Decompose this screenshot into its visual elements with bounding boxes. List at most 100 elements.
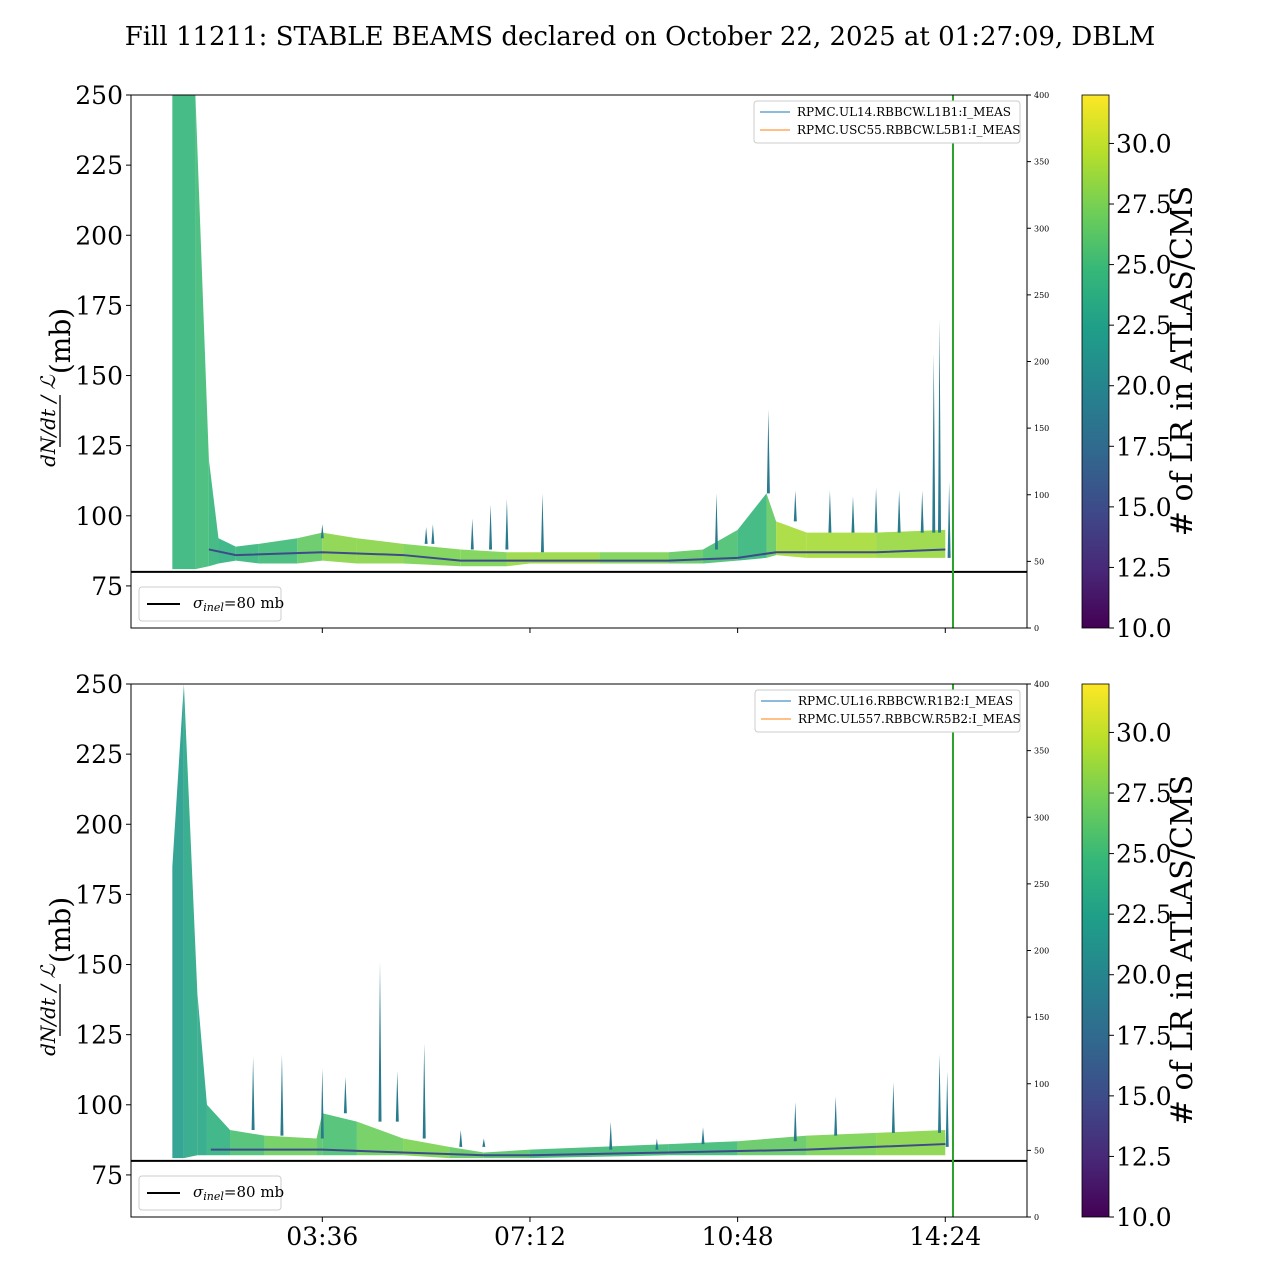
- legend-box: [753, 100, 1021, 144]
- y-tick-label: 250: [75, 81, 123, 110]
- y-tick-label: 100: [75, 1091, 123, 1120]
- y-axis-label-top: dN/dt / ℒ (mb): [36, 308, 77, 467]
- band-segment: [264, 1135, 317, 1156]
- band-segment: [197, 992, 207, 1156]
- y-axis-label-bottom: dN/dt / ℒ (mb): [36, 897, 77, 1056]
- legend-reference-top: σinel=80 mb: [138, 586, 284, 622]
- colorbar-tick-label: 15.0: [1116, 493, 1172, 522]
- colorbar-tick-label: 20.0: [1116, 372, 1172, 401]
- band-segment: [876, 529, 946, 558]
- spike: [793, 1101, 797, 1142]
- figure-title: Fill 11211: STABLE BEAMS declared on Oct…: [125, 22, 1156, 52]
- band-segment: [506, 552, 530, 567]
- band-segment: [322, 532, 357, 564]
- y2-tick-label: 350: [1034, 158, 1049, 167]
- y2-tick-label: 50: [1034, 1146, 1044, 1155]
- y-tick-label: 225: [75, 740, 123, 769]
- spike: [280, 1054, 284, 1136]
- spike: [793, 490, 797, 522]
- y-tick-label: 100: [75, 502, 123, 531]
- legend-currents-top: RPMC.UL14.RBBCW.L1B1:I_MEAS RPMC.USC55.R…: [753, 100, 1021, 144]
- y-label-numerator: dN/dt / ℒ: [36, 375, 60, 467]
- colorbar-tick-label: 12.5: [1116, 553, 1172, 582]
- colorbar-tick-label: 10.0: [1116, 1203, 1172, 1232]
- y-tick-label: 75: [91, 1161, 123, 1190]
- spike: [766, 409, 770, 494]
- colorbar-gradient: [1081, 94, 1110, 629]
- colorbar-tick-label: 15.0: [1116, 1082, 1172, 1111]
- band-segment: [230, 1130, 265, 1156]
- y-label-numerator: dN/dt / ℒ: [36, 964, 60, 1056]
- y2-tick-label: 250: [1034, 880, 1049, 889]
- spike: [320, 524, 324, 539]
- colorbar-ticks-top: 10.0 12.5 15.0 17.5 20.0 22.5 25.0 27.5 30.0: [1109, 129, 1172, 643]
- colorbar-tick-label: 17.5: [1116, 432, 1172, 461]
- spike: [424, 527, 428, 544]
- band-segment: [172, 95, 196, 570]
- y2-axis-top: 0 50 100 150 200 250 300 350 400: [1027, 91, 1049, 633]
- y-label-unit: (mb): [44, 308, 77, 374]
- legend-entry-1: RPMC.UL14.RBBCW.L1B1:I_MEAS: [797, 105, 1011, 119]
- spike: [701, 1127, 705, 1145]
- spike: [251, 1057, 255, 1131]
- spike: [891, 1082, 895, 1133]
- spike: [609, 1121, 613, 1150]
- y2-tick-label: 250: [1034, 291, 1049, 300]
- colorbar-tick-label: 20.0: [1116, 961, 1172, 990]
- band-segment: [356, 538, 404, 564]
- sigma-value: =80 mb: [224, 1183, 284, 1201]
- y2-tick-label: 200: [1034, 947, 1049, 956]
- band-segment: [766, 493, 777, 558]
- band-segment: [403, 1138, 450, 1159]
- y2-tick-label: 400: [1034, 91, 1049, 100]
- panel-top: 75 100 125 150 175 200 225 250 0 50 100 150 200 250 3…: [36, 81, 1200, 643]
- spike: [422, 1043, 426, 1139]
- spike: [947, 482, 951, 558]
- y2-tick-label: 150: [1034, 1013, 1049, 1022]
- band-segment: [460, 549, 507, 567]
- legend-reference-bottom: σinel=80 mb: [138, 1175, 284, 1211]
- band-segment: [529, 1144, 669, 1159]
- band-segment: [183, 684, 198, 1159]
- y2-tick-label: 400: [1034, 680, 1049, 689]
- colorbar-top: 10.0 12.5 15.0 17.5 20.0 22.5 25.0 27.5 30.0 # o…: [1081, 94, 1200, 643]
- x-tick-label: 03:36: [286, 1222, 358, 1251]
- y-label-unit: (mb): [44, 897, 77, 963]
- spike: [343, 1076, 347, 1114]
- band-segment: [529, 552, 600, 564]
- y-tick-label: 175: [75, 291, 123, 320]
- y2-tick-label: 0: [1034, 624, 1039, 633]
- spike: [932, 353, 936, 533]
- colorbar-gradient: [1081, 683, 1110, 1218]
- band-segment: [776, 521, 807, 558]
- y-axis-bottom: 75 100 125 150 175 200 225 250: [75, 670, 131, 1190]
- y-tick-label: 200: [75, 810, 123, 839]
- band-segment: [206, 1104, 231, 1156]
- band-segment: [297, 532, 323, 564]
- band-segment: [703, 529, 738, 564]
- y-tick-label: 125: [75, 432, 123, 461]
- colorbar-tick-label: 25.0: [1116, 251, 1172, 280]
- band-segment: [195, 95, 209, 570]
- colorbar-label: # of LR in ATLAS/CMS: [1165, 775, 1200, 1125]
- y-tick-label: 175: [75, 880, 123, 909]
- sigma-value: =80 mb: [224, 594, 284, 612]
- y-tick-label: 125: [75, 1021, 123, 1050]
- band-segment: [806, 1132, 877, 1156]
- spike: [470, 518, 474, 550]
- spike: [378, 961, 382, 1122]
- spike: [714, 493, 718, 550]
- colorbar-tick-label: 30.0: [1116, 718, 1172, 747]
- plot-area-top: [131, 95, 1027, 628]
- x-tick-label: 07:12: [494, 1222, 566, 1251]
- legend-reference-label: σinel=80 mb: [193, 1183, 284, 1203]
- spike: [945, 1071, 949, 1147]
- band-segment: [356, 1121, 404, 1156]
- band-segment: [316, 1113, 323, 1156]
- spike: [320, 1068, 324, 1139]
- band-segment: [218, 538, 236, 564]
- y-tick-label: 225: [75, 151, 123, 180]
- band-segment: [806, 532, 877, 558]
- colorbar-tick-label: 27.5: [1116, 190, 1172, 219]
